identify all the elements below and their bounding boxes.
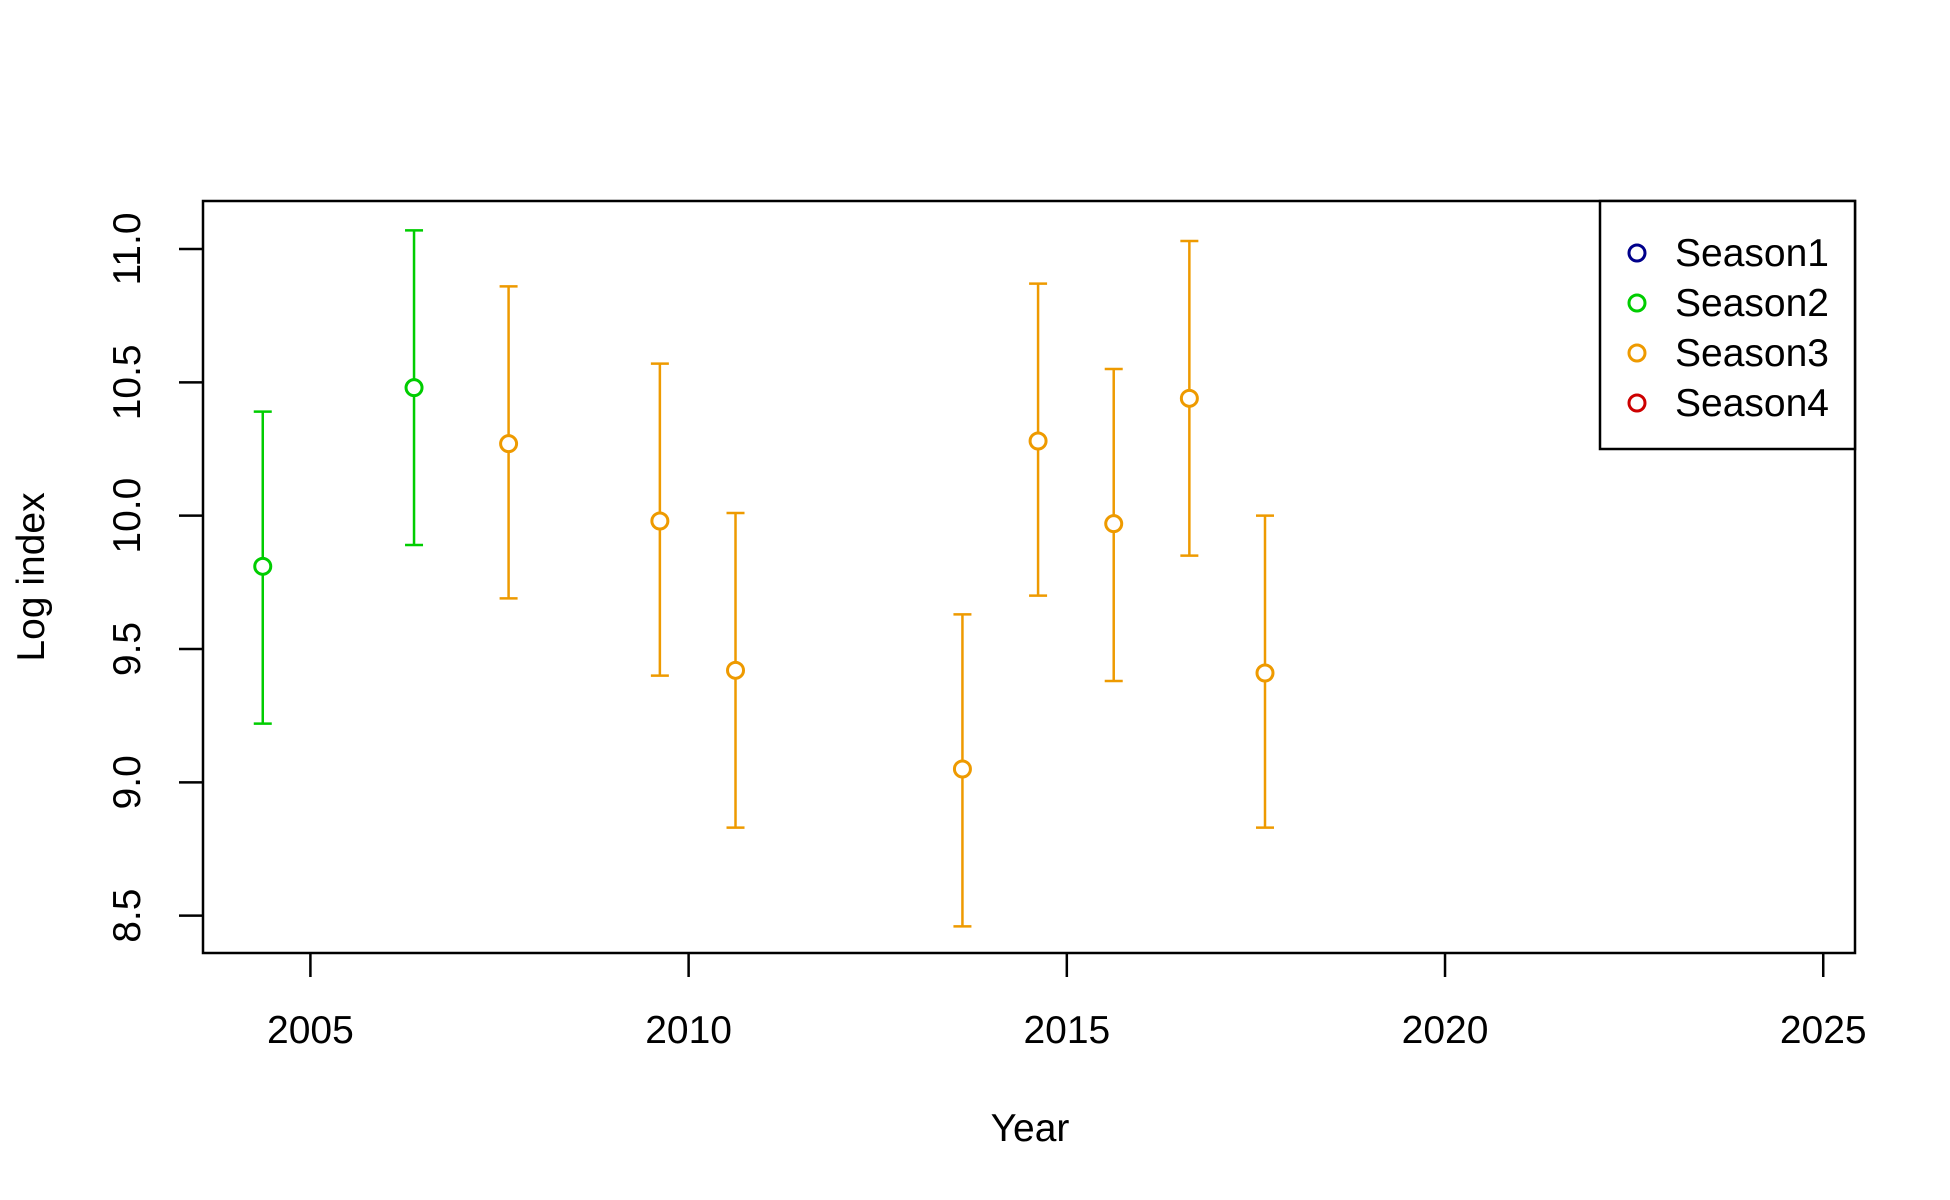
data-point bbox=[404, 378, 424, 398]
data-point bbox=[1104, 514, 1124, 534]
legend-marker bbox=[1627, 343, 1647, 363]
legend-label: Season2 bbox=[1675, 282, 1829, 325]
axes: 2005 2010 2015 2020 2025 8.5 9.0 9.5 10.0 10.5 11.… bbox=[106, 199, 1867, 1052]
data-point bbox=[952, 759, 972, 779]
data-point-group bbox=[404, 229, 424, 547]
data-point bbox=[1028, 431, 1048, 451]
legend-marker bbox=[1627, 293, 1647, 313]
data-point-group bbox=[1104, 367, 1124, 683]
legend-marker bbox=[1627, 393, 1647, 413]
legend-label: Season3 bbox=[1675, 332, 1829, 375]
data-point bbox=[253, 556, 273, 576]
x-tick-label: 2015 bbox=[1023, 1009, 1110, 1052]
y-tick-label: 9.0 bbox=[106, 755, 149, 809]
y-tick-label: 8.5 bbox=[106, 889, 149, 943]
data-point-group bbox=[1179, 239, 1199, 557]
x-tick-label: 2010 bbox=[645, 1009, 732, 1052]
data-point bbox=[499, 434, 519, 454]
data-point-group bbox=[650, 362, 670, 677]
y-tick-label: 11.0 bbox=[106, 212, 149, 285]
plot-frame bbox=[201, 199, 1857, 955]
y-tick-label: 9.5 bbox=[106, 622, 149, 676]
legend-label: Season4 bbox=[1675, 382, 1829, 425]
y-axis-label: Log index bbox=[10, 492, 53, 662]
legend-marker bbox=[1627, 243, 1647, 263]
data-point-group bbox=[253, 410, 273, 725]
data-point bbox=[726, 660, 746, 680]
data-point-group bbox=[952, 613, 972, 928]
data-point-group bbox=[1255, 514, 1275, 829]
legend: Season1 Season2 Season3 Season4 bbox=[1598, 199, 1857, 451]
x-tick-label: 2025 bbox=[1780, 1009, 1867, 1052]
data-point bbox=[1255, 663, 1275, 683]
y-tick-label: 10.0 bbox=[106, 478, 149, 554]
plot-area bbox=[253, 229, 1275, 928]
x-axis-label: Year bbox=[991, 1107, 1070, 1150]
x-tick-label: 2020 bbox=[1402, 1009, 1489, 1052]
y-tick-label: 10.5 bbox=[106, 344, 149, 420]
data-point-group bbox=[1028, 282, 1048, 597]
data-point bbox=[650, 511, 670, 531]
x-tick-label: 2005 bbox=[267, 1009, 354, 1052]
data-point-group bbox=[726, 511, 746, 829]
data-point bbox=[1179, 388, 1199, 408]
legend-label: Season1 bbox=[1675, 232, 1829, 275]
data-point-group bbox=[499, 285, 519, 600]
